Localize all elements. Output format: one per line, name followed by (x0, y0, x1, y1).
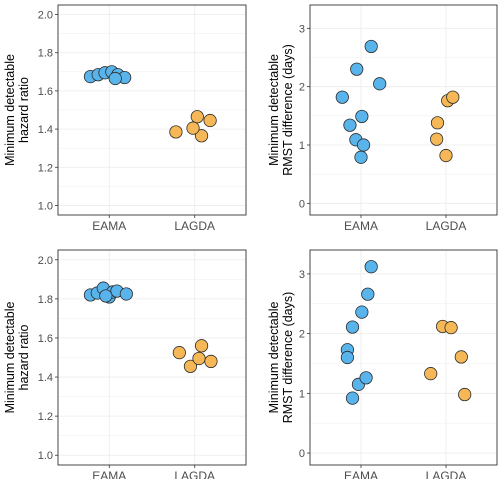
data-point-lagda (204, 354, 218, 369)
data-point-lagda (194, 129, 209, 143)
data-point-eama (350, 62, 364, 76)
y-axis-label: Minimum detectablehazard ratio (3, 54, 31, 166)
data-point-lagda (194, 339, 209, 353)
data-point-lagda (169, 125, 183, 139)
x-tick-label: EAMA (344, 219, 378, 233)
data-point-lagda (446, 90, 460, 104)
data-point-eama (340, 350, 354, 365)
data-point-lagda (190, 110, 204, 124)
y-tick-label: 2 (299, 329, 305, 341)
y-tick-label: 0 (299, 198, 305, 210)
y-axis-label: Minimum detectablehazard ratio (3, 302, 31, 414)
x-tick-label: LAGDA (426, 219, 467, 233)
x-tick-label: EAMA (92, 219, 126, 233)
y-tick-label: 2.0 (38, 10, 53, 22)
x-tick-label: LAGDA (174, 219, 215, 233)
plot-background (310, 5, 497, 215)
data-point-eama (373, 77, 387, 91)
data-point-lagda (439, 148, 453, 163)
y-tick-label: 1 (299, 388, 305, 400)
y-tick-label: 1.8 (38, 48, 53, 60)
data-point-eama (354, 150, 368, 164)
y-tick-label: 1.4 (38, 124, 53, 136)
data-point-eama (119, 287, 133, 301)
y-axis-label: Minimum detectableRMST difference (days) (267, 44, 295, 176)
y-tick-label: 3 (299, 269, 305, 281)
panel-4: 0 1 2 3 EAMA LAGDA Minimum detectableRMST diff… (267, 249, 498, 479)
y-tick-label: 2 (299, 82, 305, 94)
data-point-eama (343, 118, 357, 132)
panel-2: 0 1 2 3 EAMA LAGDA Minimum detectableRMST diff… (267, 4, 498, 233)
data-point-lagda (192, 351, 206, 366)
y-tick-label: 1.6 (38, 86, 53, 98)
data-point-eama (108, 71, 122, 86)
panel-border (309, 4, 498, 216)
data-point-eama (364, 39, 378, 54)
x-tick-label: LAGDA (174, 469, 215, 479)
y-tick-label: 1.6 (38, 333, 53, 345)
panel-border (57, 249, 247, 466)
y-tick-label: 0 (299, 448, 305, 460)
y-tick-label: 1.0 (38, 450, 53, 462)
data-point-lagda (458, 387, 472, 402)
data-point-lagda (454, 350, 468, 364)
panel-border (309, 249, 498, 466)
data-point-lagda (186, 121, 200, 135)
data-point-eama (335, 90, 349, 104)
data-point-eama (364, 260, 378, 274)
y-axis-label: Minimum detectableRMST difference (days) (267, 292, 295, 424)
panel-3: 1.0 1.2 1.4 1.6 1.8 2.0 EAMA LAGDA Minimum detec… (3, 249, 247, 479)
data-point-eama (355, 305, 369, 319)
y-tick-label: 1.8 (38, 294, 53, 306)
y-tick-label: 2.0 (38, 255, 53, 267)
y-tick-label: 3 (299, 23, 305, 35)
panel-1: 1.0 1.2 1.4 1.6 1.8 2.0 EAMA LAGDA Minimum detec… (3, 4, 247, 233)
x-tick-label: EAMA (92, 469, 126, 479)
data-point-eama (345, 391, 360, 405)
data-point-lagda (183, 359, 198, 373)
y-tick-label: 1.2 (38, 162, 53, 174)
data-point-lagda (444, 321, 458, 335)
x-tick-label: LAGDA (426, 469, 467, 479)
data-point-eama (359, 371, 373, 385)
data-point-eama (355, 109, 369, 124)
y-tick-label: 1.2 (38, 411, 53, 423)
data-point-lagda (424, 367, 438, 381)
data-point-eama (99, 289, 113, 303)
y-tick-label: 1.4 (38, 372, 53, 384)
y-tick-label: 1.0 (38, 200, 53, 212)
data-point-lagda (203, 113, 217, 128)
y-tick-label: 1 (299, 140, 305, 152)
plot-background (310, 250, 497, 465)
data-point-lagda (172, 346, 186, 360)
data-point-eama (361, 287, 375, 301)
panel-border (57, 4, 247, 216)
x-tick-label: EAMA (344, 469, 378, 479)
data-point-lagda (430, 132, 444, 146)
data-point-lagda (430, 116, 445, 130)
data-point-eama (345, 320, 360, 334)
data-point-eama (356, 138, 371, 152)
